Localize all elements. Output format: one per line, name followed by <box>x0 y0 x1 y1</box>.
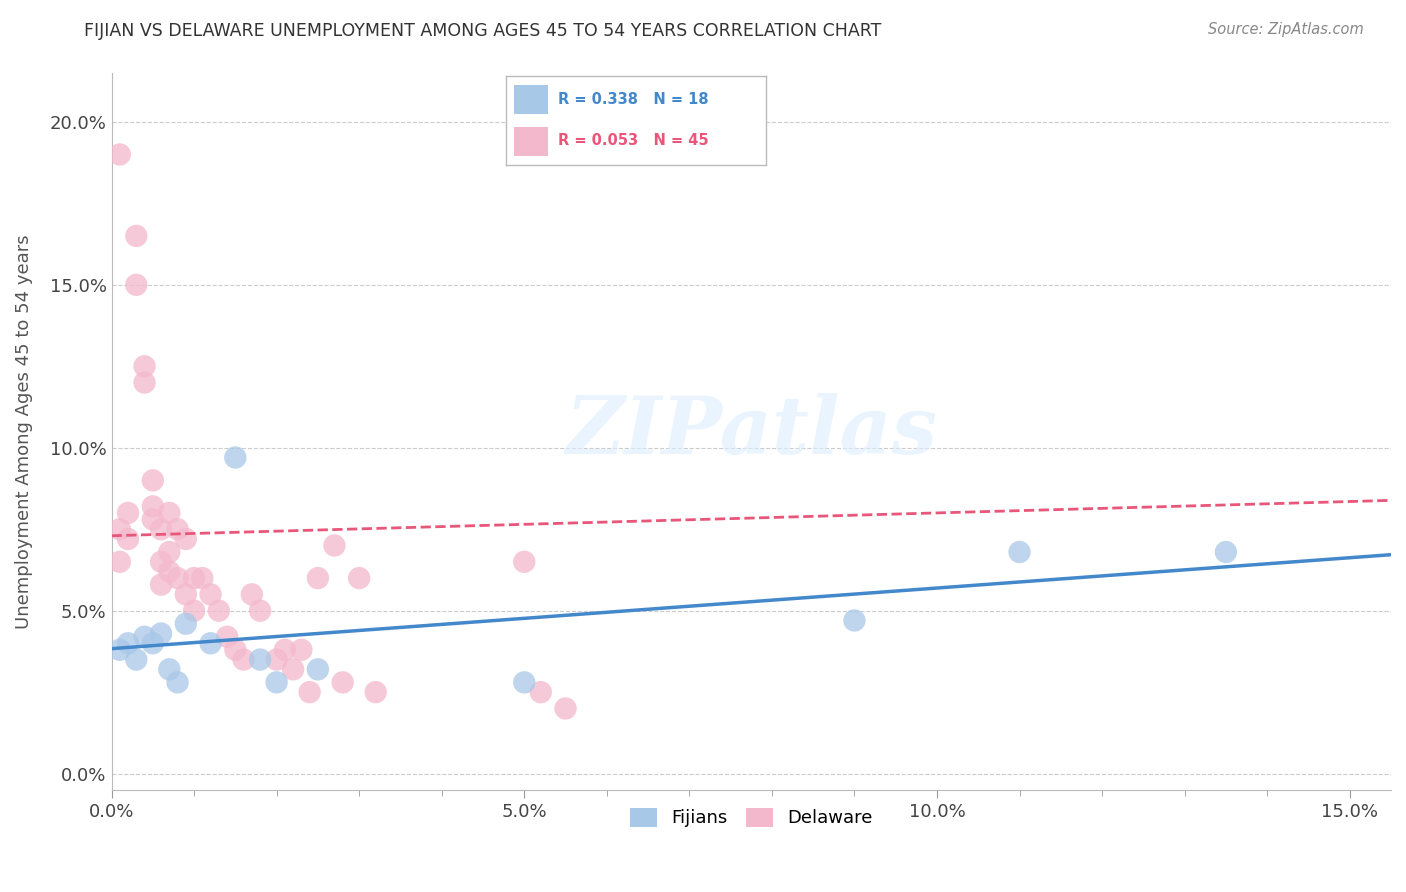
Point <box>166 675 188 690</box>
Point <box>108 642 131 657</box>
Point <box>1215 545 1237 559</box>
Point <box>108 555 131 569</box>
Text: FIJIAN VS DELAWARE UNEMPLOYMENT AMONG AGES 45 TO 54 YEARS CORRELATION CHART: FIJIAN VS DELAWARE UNEMPLOYMENT AMONG AG… <box>84 22 882 40</box>
Point <box>117 506 139 520</box>
Point <box>157 565 180 579</box>
Point <box>108 147 131 161</box>
Point <box>530 685 553 699</box>
Point <box>332 675 354 690</box>
Point <box>307 571 329 585</box>
Point <box>249 652 271 666</box>
Point <box>125 652 148 666</box>
Point <box>307 662 329 676</box>
Point <box>266 652 288 666</box>
Point <box>183 571 205 585</box>
Point <box>134 376 156 390</box>
Point <box>224 450 246 465</box>
Legend: Fijians, Delaware: Fijians, Delaware <box>623 801 880 835</box>
Point <box>513 555 536 569</box>
Point <box>200 636 222 650</box>
Point <box>554 701 576 715</box>
Point <box>125 277 148 292</box>
Point <box>174 587 197 601</box>
Point <box>174 616 197 631</box>
Point <box>142 636 165 650</box>
Point <box>157 662 180 676</box>
Point <box>183 604 205 618</box>
Point <box>290 642 312 657</box>
Point <box>157 545 180 559</box>
Point <box>157 506 180 520</box>
Point <box>281 662 304 676</box>
Point <box>125 228 148 243</box>
Point <box>134 359 156 374</box>
Point <box>191 571 214 585</box>
Point <box>266 675 288 690</box>
Point <box>166 571 188 585</box>
Point <box>108 522 131 536</box>
Point <box>200 587 222 601</box>
Point <box>174 532 197 546</box>
Point <box>240 587 263 601</box>
Point <box>364 685 387 699</box>
Text: Source: ZipAtlas.com: Source: ZipAtlas.com <box>1208 22 1364 37</box>
Text: R = 0.338   N = 18: R = 0.338 N = 18 <box>558 92 709 107</box>
Y-axis label: Unemployment Among Ages 45 to 54 years: Unemployment Among Ages 45 to 54 years <box>15 234 32 629</box>
Point <box>150 522 173 536</box>
Point <box>117 532 139 546</box>
Point <box>844 614 866 628</box>
Text: ZIPatlas: ZIPatlas <box>565 392 938 470</box>
Point <box>117 636 139 650</box>
Point <box>150 577 173 591</box>
Point <box>298 685 321 699</box>
Point <box>323 539 346 553</box>
Point <box>224 642 246 657</box>
Point <box>274 642 297 657</box>
Point <box>208 604 231 618</box>
Text: R = 0.053   N = 45: R = 0.053 N = 45 <box>558 134 709 148</box>
Point <box>134 630 156 644</box>
Point <box>1008 545 1031 559</box>
Point <box>150 626 173 640</box>
FancyBboxPatch shape <box>515 85 548 114</box>
Point <box>347 571 370 585</box>
Point <box>142 473 165 487</box>
Point <box>150 555 173 569</box>
Point <box>513 675 536 690</box>
Point <box>232 652 254 666</box>
Point <box>166 522 188 536</box>
FancyBboxPatch shape <box>515 127 548 156</box>
Point <box>142 500 165 514</box>
Point <box>142 512 165 526</box>
Point <box>249 604 271 618</box>
Point <box>217 630 239 644</box>
